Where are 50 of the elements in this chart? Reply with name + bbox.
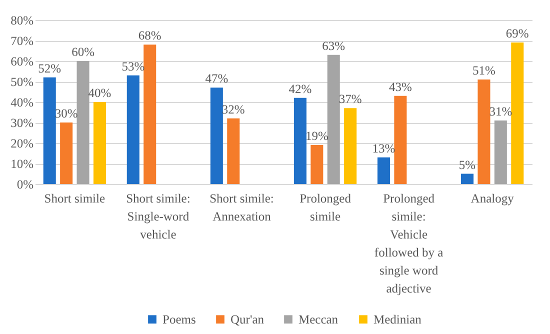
- data-label: 19%: [305, 129, 328, 144]
- x-tick-label: Short simile: Annexation: [210, 192, 274, 224]
- bar: [144, 44, 156, 184]
- x-tick-label: Short simile: Single-word vehicle: [126, 192, 190, 242]
- bar: [394, 96, 407, 184]
- data-label: 69%: [506, 26, 529, 41]
- bar: [210, 88, 223, 184]
- y-tick-label: 20%: [10, 136, 34, 150]
- bar: [310, 145, 324, 184]
- legend-label: Poems: [162, 312, 196, 326]
- bar: [126, 75, 140, 184]
- data-label: 68%: [138, 28, 162, 43]
- y-tick-label: 10%: [10, 157, 34, 171]
- y-tick-label: 30%: [10, 116, 34, 130]
- bar: [227, 118, 240, 184]
- legend-label: Medinian: [374, 312, 422, 326]
- bar: [43, 77, 56, 184]
- bar: [461, 174, 474, 184]
- data-label: 37%: [338, 92, 362, 106]
- bar: [377, 157, 390, 184]
- y-tick-label: 0%: [16, 178, 34, 192]
- data-label: 52%: [38, 61, 62, 76]
- x-tick-label: Analogy: [470, 192, 515, 206]
- bar: [344, 108, 357, 184]
- data-label: 63%: [322, 38, 346, 53]
- bar: [294, 98, 306, 184]
- x-tick-label: Prolonged simile: [300, 192, 352, 224]
- bar: [327, 54, 340, 184]
- y-tick-label: 80%: [10, 14, 34, 28]
- bar: [511, 42, 524, 184]
- data-label: 43%: [388, 80, 412, 94]
- legend-label: Meccan: [298, 312, 339, 326]
- x-tick-label: Short simile: [44, 192, 106, 206]
- x-tick-label: Prolonged simile: Vehicle followed by a single word adjective: [374, 192, 444, 296]
- data-label: 60%: [72, 45, 94, 59]
- y-tick-label: 60%: [10, 54, 34, 68]
- data-label: 40%: [88, 86, 112, 100]
- y-tick-label: 40%: [10, 96, 34, 110]
- bar: [478, 79, 490, 184]
- data-label: 5%: [458, 158, 476, 172]
- bar: [494, 120, 507, 184]
- bar: [76, 61, 90, 184]
- data-label: 42%: [288, 82, 312, 96]
- y-tick-label: 70%: [10, 34, 34, 48]
- data-label: 47%: [205, 72, 228, 86]
- data-label: 51%: [472, 63, 496, 78]
- legend-label: Qur'an: [230, 312, 265, 326]
- bar: [93, 102, 106, 184]
- y-tick-label: 50%: [10, 75, 34, 89]
- bar: [60, 122, 73, 184]
